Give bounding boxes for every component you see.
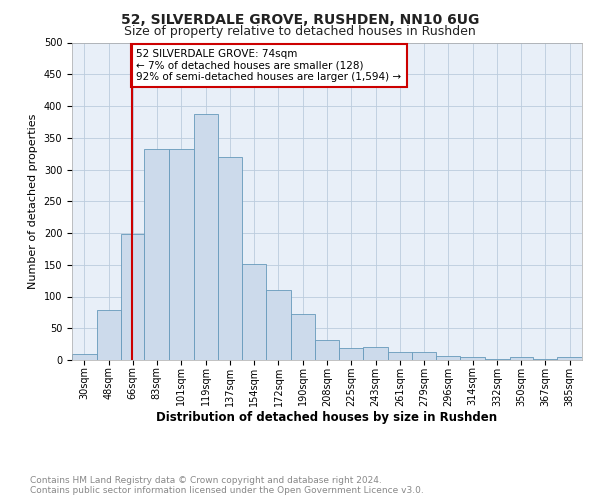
Bar xyxy=(291,314,316,360)
Bar xyxy=(266,290,291,360)
Bar xyxy=(97,310,121,360)
Bar xyxy=(557,357,582,360)
Bar xyxy=(218,158,242,360)
Text: Contains HM Land Registry data © Crown copyright and database right 2024.
Contai: Contains HM Land Registry data © Crown c… xyxy=(30,476,424,495)
Bar xyxy=(460,357,485,360)
Text: 52 SILVERDALE GROVE: 74sqm
← 7% of detached houses are smaller (128)
92% of semi: 52 SILVERDALE GROVE: 74sqm ← 7% of detac… xyxy=(136,49,401,82)
Bar xyxy=(436,356,460,360)
Y-axis label: Number of detached properties: Number of detached properties xyxy=(28,114,38,289)
Bar xyxy=(145,149,169,360)
Bar xyxy=(194,114,218,360)
Bar xyxy=(121,234,145,360)
Bar xyxy=(388,352,412,360)
X-axis label: Distribution of detached houses by size in Rushden: Distribution of detached houses by size … xyxy=(157,412,497,424)
Bar xyxy=(338,348,363,360)
Text: Size of property relative to detached houses in Rushden: Size of property relative to detached ho… xyxy=(124,25,476,38)
Bar xyxy=(412,352,436,360)
Bar xyxy=(169,149,194,360)
Bar xyxy=(316,340,338,360)
Bar xyxy=(363,346,388,360)
Text: 52, SILVERDALE GROVE, RUSHDEN, NN10 6UG: 52, SILVERDALE GROVE, RUSHDEN, NN10 6UG xyxy=(121,12,479,26)
Bar xyxy=(509,357,533,360)
Bar xyxy=(242,264,266,360)
Bar xyxy=(72,354,97,360)
